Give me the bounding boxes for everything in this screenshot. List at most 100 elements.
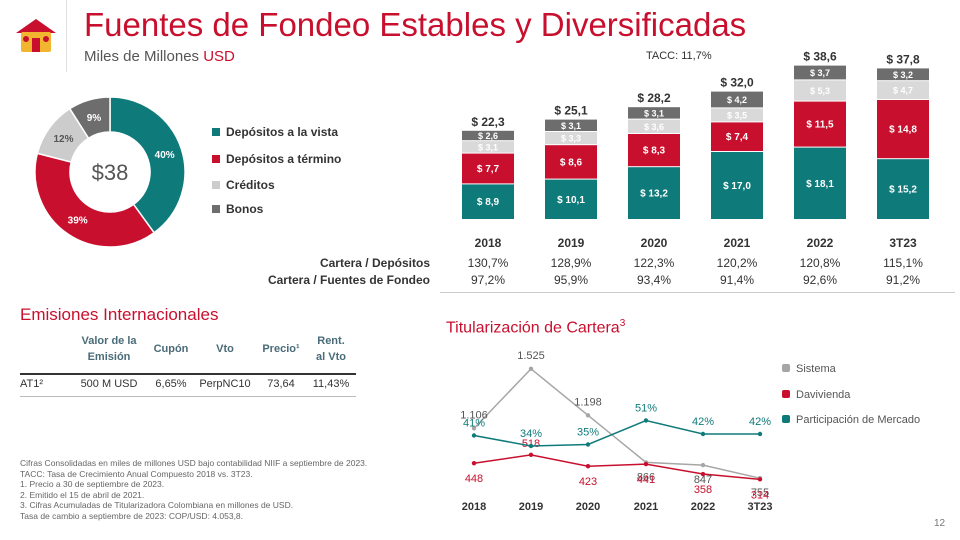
line-series (473, 367, 761, 479)
line-point (700, 431, 706, 437)
metric-value: 97,2% (470, 273, 506, 287)
emisiones-title: Emisiones Internacionales (20, 305, 219, 324)
bar-segment-label: $ 3,1 (561, 121, 581, 131)
footnote: 1. Precio a 30 de septiembre de 2023. (20, 479, 165, 490)
x-axis-label: 2022 (807, 236, 834, 250)
legend-swatch (212, 127, 220, 136)
legend-item-creditos: Créditos (212, 178, 275, 192)
bar-segment (877, 68, 929, 81)
line-point-label: 441 (637, 474, 655, 486)
bar-segment-label: $ 3,3 (561, 134, 581, 144)
donut-slice-label: 12% (53, 134, 73, 145)
legend-label: Depósitos a la vista (226, 125, 339, 139)
line-point-label: 35% (577, 427, 599, 439)
line-point (471, 426, 477, 431)
bar-segment-label: $ 4,7 (893, 86, 913, 96)
donut-slice-label: 39% (68, 216, 88, 227)
bar-segment-label: $ 14,8 (889, 125, 917, 136)
legend-swatch (212, 154, 220, 163)
x-axis-label: 2018 (475, 236, 502, 250)
line-point-label: 51% (635, 403, 657, 415)
line-point (585, 464, 591, 469)
bar-segment (545, 179, 597, 219)
line-point (643, 461, 649, 467)
table-bottom-rule (20, 396, 356, 397)
bar-segment-label: $ 3,5 (727, 110, 747, 120)
footnote: 3. Cifras Acumuladas de Titularizadora C… (20, 500, 294, 511)
bar-total-label: $ 25,1 (554, 104, 588, 118)
bar-segment (462, 153, 514, 184)
metric-value: 92,6% (802, 273, 838, 287)
legend-swatch (212, 204, 220, 213)
bar-segment-label: $ 8,6 (560, 157, 583, 168)
cell-cupon: 6,65% (155, 378, 187, 390)
bar-segment (462, 184, 514, 219)
bar-segment-label: $ 7,4 (726, 132, 749, 143)
bar-segment (794, 80, 846, 101)
header-precio: Precio¹ (262, 343, 300, 355)
bar-segment-label: $ 3,7 (810, 68, 830, 78)
line-point-label: 42% (692, 416, 714, 428)
metric-label-cartera-depositos: Cartera / Depósitos (319, 256, 430, 270)
subtitle-text: Miles de Millones (84, 48, 200, 65)
footnote: Cifras Consolidadas en miles de millones… (20, 458, 368, 468)
bar-segment (628, 119, 680, 133)
header-line: Rent. (317, 335, 345, 347)
bar-total-label: $ 37,8 (886, 52, 920, 66)
line-point (757, 431, 763, 437)
donut-slice (34, 152, 156, 248)
metric-value: 91,4% (719, 273, 755, 287)
bar-segment (462, 130, 514, 141)
metric-label-cartera-fondeo: Cartera / Fuentes de Fondeo (267, 273, 430, 287)
x-axis-label: 2022 (691, 501, 715, 513)
header-vto: Vto (216, 343, 234, 355)
footnote: Tasa de cambio a septiembre de 2023: COP… (20, 510, 244, 521)
line-point-label: 448 (465, 473, 483, 485)
line-series (473, 454, 761, 481)
bar-segment (794, 101, 846, 147)
bar-segment-label: $ 3,1 (478, 142, 498, 152)
x-axis-label: 2020 (641, 236, 668, 250)
line-point-label: 41% (463, 418, 485, 430)
legend-swatch (782, 415, 790, 424)
donut-slice-label: 9% (87, 113, 102, 124)
header-rentabilidad: Rent. al Vto (304, 333, 358, 365)
metric-value: 130,7% (467, 256, 509, 270)
line-point (700, 471, 706, 477)
metric-value: 120,8% (799, 256, 841, 270)
line-point (643, 418, 649, 423)
line-point (471, 433, 477, 438)
title-superscript: 3 (619, 318, 626, 329)
bar-total-label: $ 28,2 (637, 91, 671, 105)
line-point-label: 1.106 (460, 409, 488, 421)
bar-segment-label: $ 4,2 (727, 95, 747, 105)
line-point (528, 366, 534, 372)
metric-value: 115,1% (883, 256, 923, 270)
x-axis-label: 2020 (576, 501, 600, 513)
metric-value: 91,2% (885, 273, 921, 287)
legend-item-davivienda: Davivienda (782, 389, 850, 401)
metrics-divider (440, 292, 955, 293)
bar-segment (545, 132, 597, 145)
metric-value: 95,9% (553, 273, 589, 287)
legend-label: Participación de Mercado (796, 414, 921, 426)
legend-item-participacion: Participación de Mercado (782, 414, 920, 426)
legend-label: Sistema (796, 363, 836, 375)
bar-segment (545, 145, 597, 179)
x-axis-label: 2018 (462, 501, 486, 513)
legend-label: Bonos (226, 202, 264, 216)
legend-swatch (212, 180, 220, 189)
line-point (528, 452, 534, 458)
donut-slice (68, 96, 111, 140)
page-number: 12 (934, 518, 946, 529)
bar-segment (877, 159, 929, 219)
legend-item-depositos-termino: Depósitos a término (212, 152, 341, 166)
cell-name: AT1² (20, 378, 44, 390)
bar-segment-label: $ 3,1 (644, 108, 664, 118)
legend-item-depositos-vista: Depósitos a la vista (212, 125, 338, 139)
bar-segment (877, 81, 929, 99)
metric-value: 120,2% (716, 256, 758, 270)
bar-segment-label: $ 2,6 (478, 131, 498, 141)
page-title: Fuentes de Fondeo Estables y Diversifica… (84, 6, 747, 43)
